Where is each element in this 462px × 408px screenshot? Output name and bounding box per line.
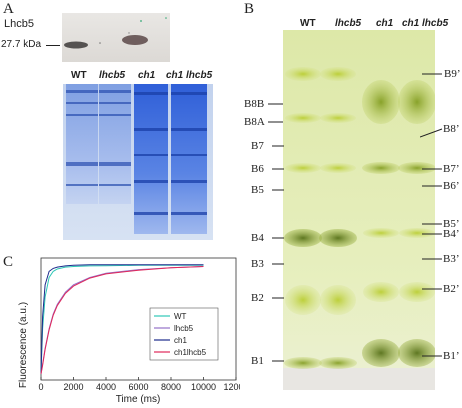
panel-a-lane-label-ch1-lhcb5: ch1 lhcb5 bbox=[166, 70, 213, 81]
panel-b-lane-label-ch1-lhcb5: ch1 lhcb5 bbox=[402, 18, 449, 29]
blot-band-ch1 bbox=[122, 35, 148, 45]
band-label-b4: B4 bbox=[251, 232, 264, 244]
band-label-b2-prime: B2’ bbox=[443, 283, 460, 295]
band-label-b3-prime: B3’ bbox=[443, 253, 460, 265]
band-label-b5-prime: B5’ bbox=[443, 218, 460, 230]
band-label-b3: B3 bbox=[251, 258, 264, 270]
size-marker-label: 27.7 kDa bbox=[1, 39, 42, 50]
lhcb5-band-b8b bbox=[320, 67, 356, 81]
series-line-ch1 bbox=[40, 264, 204, 374]
ch1-band-b8-prime bbox=[362, 80, 400, 124]
band-label-b8b: B8B bbox=[244, 98, 265, 110]
band-label-b4-prime: B4’ bbox=[443, 228, 460, 240]
band-label-b5: B5 bbox=[251, 184, 264, 196]
band-label-b8a: B8A bbox=[244, 116, 265, 128]
legend-entry: ch1lhcb5 bbox=[174, 348, 207, 357]
panel-b-lane-label-ch1: ch1 bbox=[376, 18, 394, 29]
chart-x-label: Time (ms) bbox=[116, 394, 161, 405]
x-tick-label: 4000 bbox=[96, 382, 116, 392]
x-tick-label: 2000 bbox=[63, 382, 83, 392]
legend-entry: ch1 bbox=[174, 336, 187, 345]
band-label-b6: B6 bbox=[251, 163, 264, 175]
blot-title: Lhcb5 bbox=[4, 18, 34, 30]
panel-a-lane-label-lhcb5: lhcb5 bbox=[99, 70, 126, 81]
panel-b-letter: B bbox=[244, 1, 255, 17]
right-band-ticks bbox=[420, 73, 443, 357]
x-tick-label: 10000 bbox=[191, 382, 216, 392]
band-label-b6-prime: B6’ bbox=[443, 180, 460, 192]
band-label-b9-prime: B9’ bbox=[444, 68, 461, 80]
wt-band-b4 bbox=[284, 229, 322, 247]
gel-lane-ch1 bbox=[134, 84, 168, 234]
legend-entry: WT bbox=[174, 312, 187, 321]
gel-lane-ch1-lhcb5 bbox=[171, 84, 207, 234]
blot-band-wt bbox=[64, 41, 88, 49]
panel-a-lane-label-ch1: ch1 bbox=[138, 70, 156, 81]
band-label-b1: B1 bbox=[251, 355, 264, 367]
x-tick-label: 8000 bbox=[161, 382, 181, 392]
fluorescence-chart: Fluorescence (a.u.) Time (ms) 0 2000 4000 6… bbox=[18, 257, 240, 405]
panel-b-lane-label-lhcb5: lhcb5 bbox=[335, 18, 362, 29]
series-line-ch1lhcb5 bbox=[40, 266, 204, 374]
lhcb5-band-b4 bbox=[319, 229, 357, 247]
panel-a-letter: A bbox=[3, 1, 14, 17]
wt-band-b8b bbox=[285, 67, 321, 81]
chart-legend: WT lhcb5 ch1 ch1lhcb5 bbox=[149, 307, 219, 361]
legend-box bbox=[149, 307, 219, 361]
panel-b-lane-label-wt: WT bbox=[300, 18, 316, 29]
ch1-lhcb5-band-b8-prime bbox=[398, 80, 435, 124]
band-label-b2: B2 bbox=[251, 292, 264, 304]
band-label-b7: B7 bbox=[251, 140, 264, 152]
size-marker-tick bbox=[46, 45, 60, 46]
series-line-wt bbox=[40, 264, 204, 374]
coomassie-gel bbox=[63, 84, 213, 240]
band-label-b8-prime: B8’ bbox=[443, 123, 460, 135]
legend-entry: lhcb5 bbox=[174, 324, 194, 333]
left-band-ticks bbox=[268, 103, 284, 362]
band-label-b7-prime: B7’ bbox=[443, 163, 460, 175]
x-tick-label: 0 bbox=[38, 382, 43, 392]
western-blot bbox=[62, 13, 170, 62]
band-label-b1-prime: B1’ bbox=[443, 350, 460, 362]
x-tick-label: 12000 bbox=[223, 382, 240, 392]
panel-a-lane-label-wt: WT bbox=[71, 70, 87, 81]
panel-c-letter: C bbox=[3, 254, 14, 270]
native-gel bbox=[283, 30, 435, 390]
chart-y-label: Fluorescence (a.u.) bbox=[18, 302, 29, 388]
x-tick-label: 6000 bbox=[128, 382, 148, 392]
